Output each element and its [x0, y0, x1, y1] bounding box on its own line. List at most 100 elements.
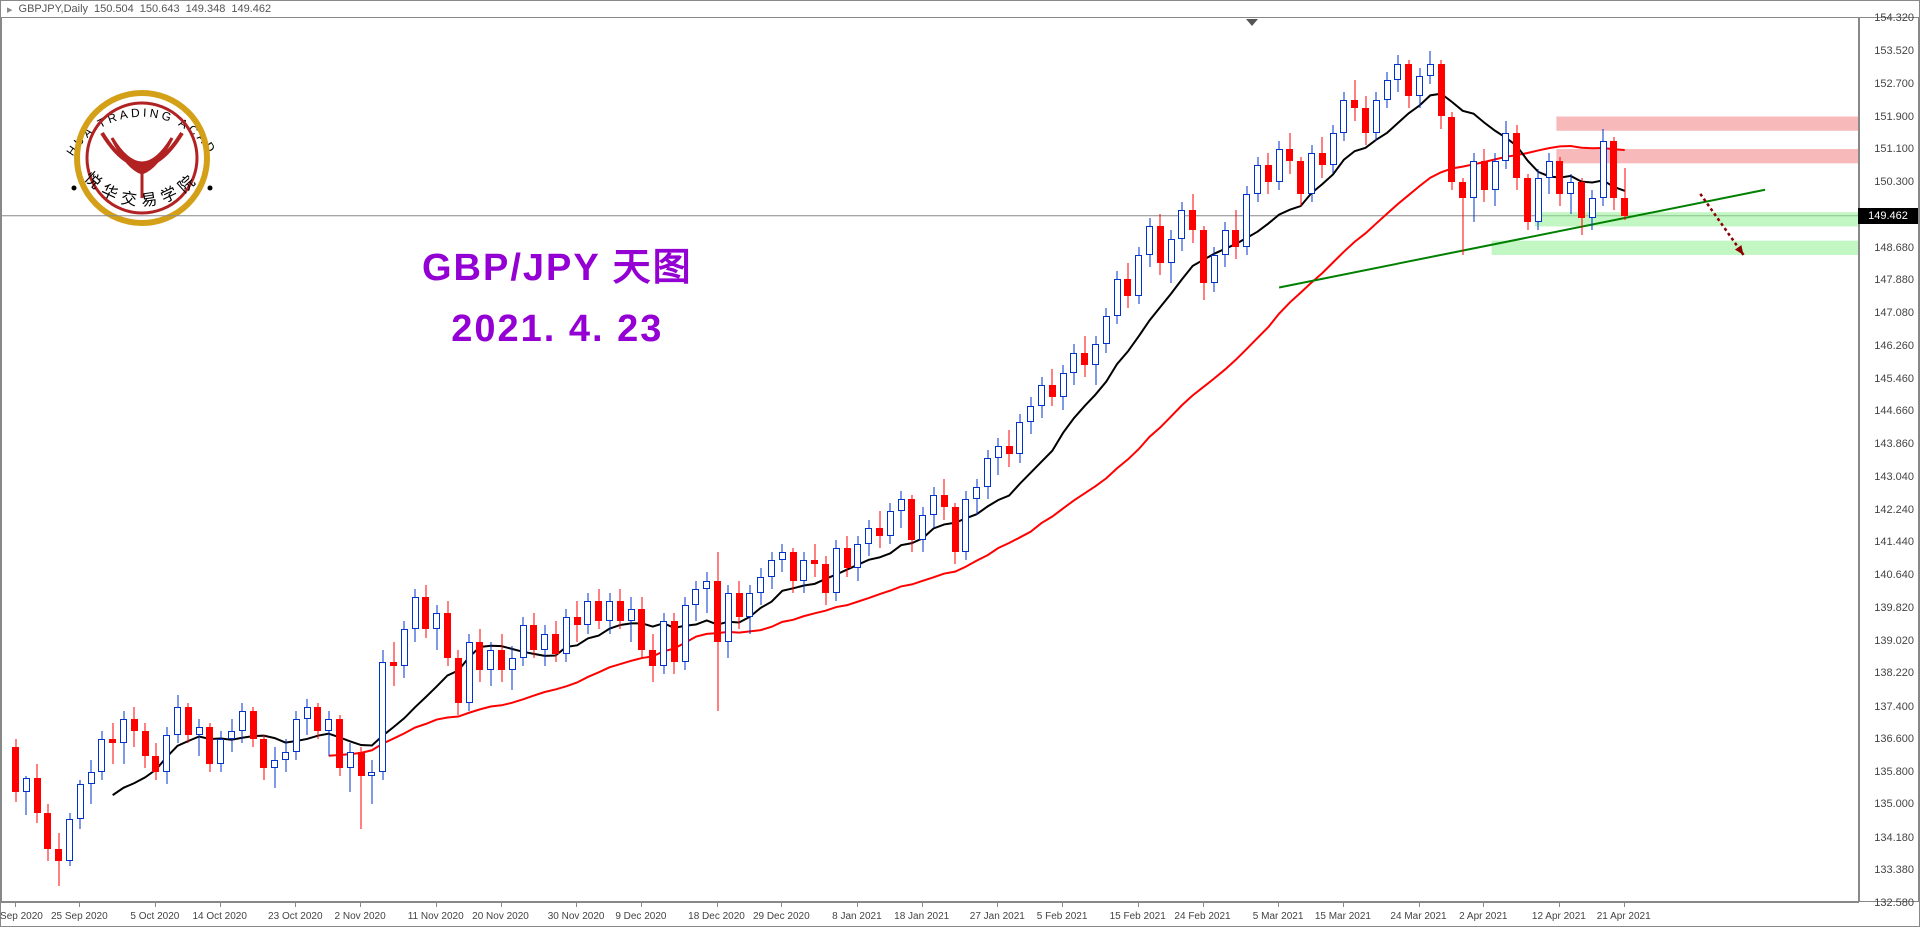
y-tick-label: 151.100 — [1874, 143, 1914, 155]
candle-body — [1222, 230, 1229, 254]
candle-body — [55, 849, 62, 861]
candle — [811, 18, 818, 902]
x-tick-label: 9 Dec 2020 — [615, 911, 666, 922]
candle-body — [88, 772, 95, 784]
candle — [919, 18, 926, 902]
candle-body — [768, 560, 775, 576]
candle-body — [1459, 182, 1466, 198]
candle-body — [1232, 230, 1239, 246]
candle — [260, 18, 267, 902]
candle-body — [455, 658, 462, 703]
candle-body — [1405, 64, 1412, 97]
x-tick-label: 24 Feb 2021 — [1174, 911, 1230, 922]
x-tick-label: 27 Jan 2021 — [970, 911, 1025, 922]
candle — [109, 18, 116, 902]
candle — [455, 18, 462, 902]
candle — [530, 18, 537, 902]
x-tick-label: 2 Apr 2021 — [1459, 911, 1507, 922]
candle — [1016, 18, 1023, 902]
x-axis: 16 Sep 202025 Sep 20205 Oct 202014 Oct 2… — [1, 902, 1859, 926]
candle-body — [304, 707, 311, 719]
y-tick-label: 137.400 — [1874, 701, 1914, 713]
candle-body — [552, 634, 559, 654]
candle — [34, 18, 41, 902]
ohlc-open: 150.504 — [94, 3, 134, 15]
candle — [563, 18, 570, 902]
candle-body — [142, 731, 149, 755]
candle-body — [1567, 182, 1574, 194]
y-tick-label: 136.600 — [1874, 733, 1914, 745]
x-tick-label: 15 Feb 2021 — [1110, 911, 1166, 922]
candle-body — [185, 707, 192, 735]
y-tick-label: 151.900 — [1874, 111, 1914, 123]
candle-body — [1589, 198, 1596, 218]
candle — [304, 18, 311, 902]
candle — [55, 18, 62, 902]
candle-body — [487, 650, 494, 670]
x-tick-label: 24 Mar 2021 — [1390, 911, 1446, 922]
candle-body — [725, 593, 732, 642]
candle — [725, 18, 732, 902]
candle — [736, 18, 743, 902]
candle — [1070, 18, 1077, 902]
chart-header: ▸ GBPJPY,Daily 150.504 150.643 149.348 1… — [1, 1, 1919, 17]
x-tick-label: 5 Mar 2021 — [1253, 911, 1304, 922]
candle — [228, 18, 235, 902]
candle-body — [995, 446, 1002, 458]
candle — [973, 18, 980, 902]
y-tick-label: 134.180 — [1874, 832, 1914, 844]
candle — [98, 18, 105, 902]
candle — [908, 18, 915, 902]
y-tick-label: 150.300 — [1874, 176, 1914, 188]
candle-body — [401, 629, 408, 666]
candle-body — [1265, 165, 1272, 181]
x-tick-label: 29 Dec 2020 — [753, 911, 810, 922]
candle — [1135, 18, 1142, 902]
candle — [12, 18, 19, 902]
candle-body — [800, 560, 807, 580]
candle-body — [617, 601, 624, 621]
candle — [692, 18, 699, 902]
candle — [358, 18, 365, 902]
candle — [1524, 18, 1531, 902]
candle-body — [1373, 100, 1380, 133]
candle — [1319, 18, 1326, 902]
candle — [746, 18, 753, 902]
plot-area[interactable]: YUEHUA TRADING ACADEMY 悦华交易学院 GBP/JPY 天图… — [1, 17, 1859, 902]
candle-body — [260, 739, 267, 767]
candle — [887, 18, 894, 902]
candle — [1394, 18, 1401, 902]
candle — [120, 18, 127, 902]
candle-body — [1254, 165, 1261, 193]
x-tick-label: 2 Nov 2020 — [335, 911, 386, 922]
y-tick-label: 148.680 — [1874, 242, 1914, 254]
candle — [163, 18, 170, 902]
candle-body — [1492, 161, 1499, 189]
candle-body — [833, 548, 840, 593]
candle — [1448, 18, 1455, 902]
projection-arrow-line — [1700, 194, 1743, 255]
candle — [174, 18, 181, 902]
candle-body — [422, 597, 429, 630]
candle — [552, 18, 559, 902]
candle — [1189, 18, 1196, 902]
x-tick-label: 5 Feb 2021 — [1037, 911, 1088, 922]
candle — [466, 18, 473, 902]
candle — [1276, 18, 1283, 902]
candle — [1351, 18, 1358, 902]
candle — [250, 18, 257, 902]
x-tick-mark — [922, 903, 923, 907]
ohlc-high: 150.643 — [140, 3, 180, 15]
candle-body — [217, 739, 224, 763]
candle-body — [1362, 108, 1369, 132]
candle — [1146, 18, 1153, 902]
candle — [1481, 18, 1488, 902]
candle — [1384, 18, 1391, 902]
x-tick-mark — [436, 903, 437, 907]
candle-body — [952, 507, 959, 552]
candle-body — [1006, 446, 1013, 454]
candle — [131, 18, 138, 902]
candle-body — [152, 756, 159, 772]
candle — [1556, 18, 1563, 902]
y-tick-label: 152.700 — [1874, 78, 1914, 90]
